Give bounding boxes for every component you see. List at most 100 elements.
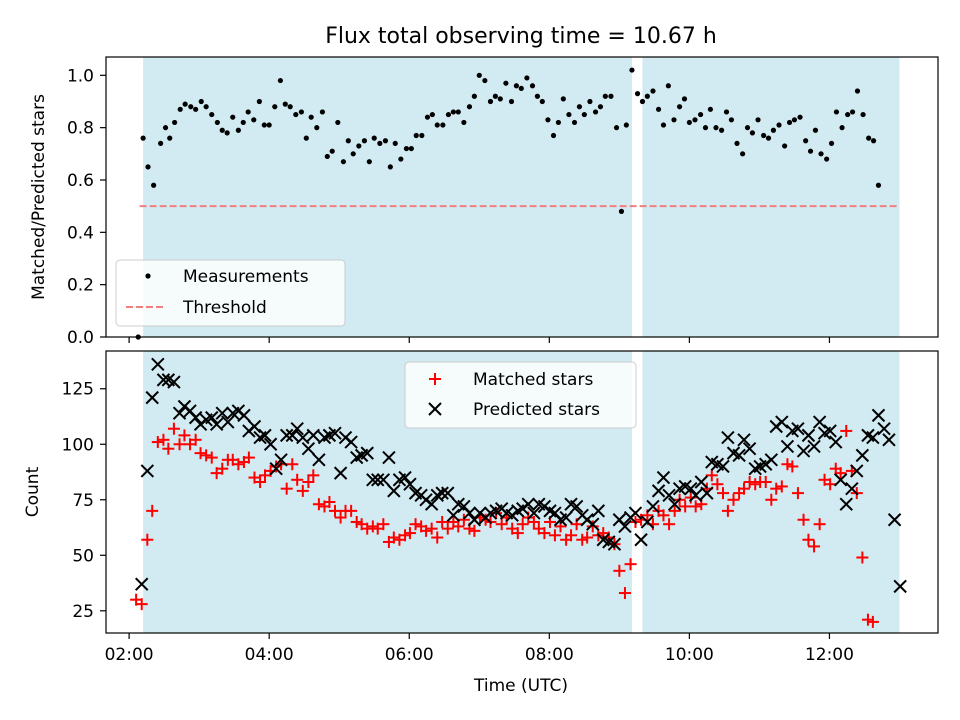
measurements-point	[167, 135, 173, 141]
legend-label-measurements: Measurements	[183, 267, 309, 287]
matched-stars-point	[791, 487, 804, 500]
measurements-point	[140, 135, 146, 141]
bottom-panel-y-ticks: 25 50 75 100 125	[62, 380, 106, 622]
measurements-point	[193, 106, 199, 112]
measurements-point	[629, 67, 635, 73]
measurements-point	[203, 104, 209, 110]
measurements-point	[503, 80, 509, 86]
predicted-stars-point	[172, 406, 187, 420]
measurements-point	[529, 83, 536, 89]
measurements-point	[707, 106, 713, 112]
measurements-point	[240, 119, 246, 126]
measurements-point	[692, 117, 698, 123]
matched-stars-point	[194, 447, 207, 460]
predicted-stars-point	[618, 519, 632, 534]
shaded-interval-2	[642, 57, 900, 337]
measurements-point	[145, 164, 151, 170]
measurements-point	[697, 111, 704, 118]
predicted-stars-point	[662, 488, 676, 503]
top-panel-frame	[105, 56, 939, 338]
predicted-stars-point	[628, 506, 643, 520]
measurements-point	[828, 140, 835, 146]
predicted-stars-point	[812, 415, 827, 429]
measurements-point	[235, 127, 241, 133]
measurements-point	[571, 119, 578, 126]
predicted-stars-point	[301, 441, 316, 456]
x-tick-label: 04:00	[245, 645, 294, 665]
measurements-point	[162, 125, 169, 131]
matched-stars-point	[178, 429, 191, 442]
measurements-point	[455, 109, 461, 115]
measurements-point	[833, 109, 840, 115]
matched-stars-point	[527, 515, 540, 528]
measurements-point	[387, 164, 393, 170]
y-tick-label: 1.0	[67, 66, 94, 86]
matched-stars-point	[403, 527, 416, 540]
measurements-point	[361, 138, 368, 144]
legend-label-predicted-stars: Predicted stars	[473, 400, 600, 420]
matched-stars-point	[135, 598, 148, 611]
matched-stars-point	[613, 564, 626, 577]
matched-stars-point	[834, 467, 847, 480]
predicted-stars-point	[646, 499, 660, 514]
predicted-stars-point	[823, 424, 837, 438]
matched-stars-point	[146, 504, 159, 517]
measurements-point	[613, 125, 620, 131]
measurements-point	[803, 138, 809, 144]
top-panel-legend[interactable]: Measurements Threshold	[115, 259, 346, 327]
y-tick-label: 50	[72, 546, 94, 566]
predicted-stars-point	[694, 475, 708, 489]
measurements-point	[860, 111, 866, 118]
measurements-point	[172, 119, 178, 126]
predicted-stars-point	[877, 422, 891, 436]
matched-stars-point	[679, 500, 692, 513]
measurements-point	[251, 117, 257, 123]
chart-title: Flux total observing time = 10.67 h	[325, 24, 717, 49]
predicted-stars-point	[371, 473, 385, 487]
measurements-point	[539, 98, 545, 105]
matched-stars-point	[657, 509, 670, 522]
measurements-point	[597, 104, 604, 110]
measurements-point	[219, 127, 225, 133]
measurements-point	[356, 143, 362, 149]
predicted-stars-point	[306, 428, 321, 443]
matched-stars-point	[511, 527, 524, 540]
measurements-point	[158, 140, 164, 146]
measurements-point	[660, 122, 667, 128]
matched-stars-point	[377, 518, 390, 531]
measurements-point	[293, 111, 299, 118]
measurements-point	[151, 182, 157, 188]
measurements-point	[188, 104, 194, 110]
measurements-point	[875, 182, 882, 188]
matched-stars-point	[727, 493, 740, 506]
bottom-panel-legend[interactable]: Matched stars Predicted stars	[404, 361, 637, 429]
matched-stars-point	[721, 504, 734, 517]
predicted-stars-point	[424, 497, 439, 511]
measurements-point	[209, 111, 215, 118]
predicted-stars-point	[688, 488, 703, 503]
measurements-point	[350, 151, 356, 157]
measurements-point	[587, 98, 593, 105]
x-tick-label: 08:00	[525, 645, 574, 665]
measurements-point	[534, 93, 541, 99]
y-tick-label: 0.8	[67, 119, 94, 139]
matched-stars-point	[468, 524, 481, 537]
predicted-stars-point	[667, 497, 682, 511]
predicted-stars-point	[205, 410, 219, 425]
predicted-stars-point	[586, 517, 600, 531]
predicted-stars-point	[279, 428, 294, 443]
predicted-stars-point	[156, 373, 171, 387]
measurements-point	[272, 104, 278, 110]
matched-stars-point	[409, 518, 422, 531]
predicted-stars-point	[360, 446, 374, 460]
measurements-point	[382, 138, 389, 144]
matched-stars-point	[162, 442, 175, 455]
top-panel-legend-box	[115, 259, 346, 327]
matched-stars-point	[759, 476, 772, 489]
measurements-point	[518, 85, 524, 92]
measurements-point	[866, 135, 872, 141]
measurements-point	[602, 93, 608, 99]
matched-stars-point	[151, 436, 164, 449]
measurements-point	[424, 114, 431, 120]
